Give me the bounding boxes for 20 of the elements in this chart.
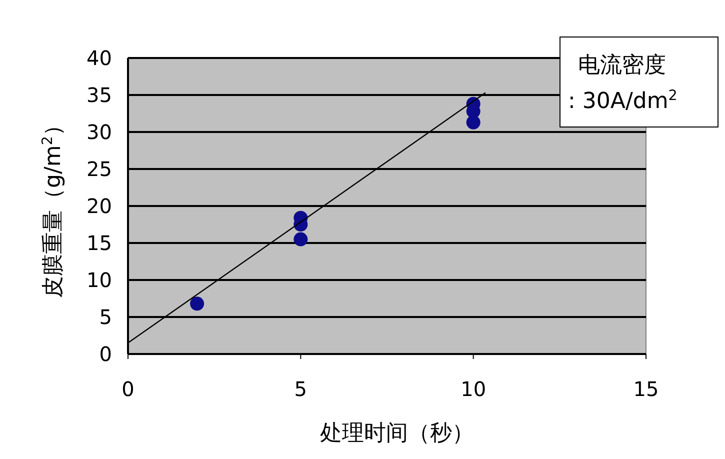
- y-tick-label: 35: [86, 83, 112, 107]
- y-tick-label: 5: [99, 305, 112, 329]
- x-tick-label: 15: [633, 377, 659, 401]
- x-tick-label: 0: [122, 377, 134, 401]
- y-tick-label: 10: [86, 268, 112, 292]
- y-tick-label: 15: [86, 231, 112, 255]
- x-tick-label: 5: [294, 377, 308, 401]
- point: [294, 232, 308, 246]
- note: 电流密度 : 30A/dm$^{2}$: [560, 36, 718, 128]
- y-tick-label: 20: [86, 194, 112, 218]
- x-tick-label: 10: [460, 377, 486, 401]
- annotation: : 30A/dm$^{2}$: [568, 88, 678, 114]
- x-axis-title: 处理时间（秒）: [320, 421, 474, 446]
- point: [466, 115, 480, 130]
- point: [190, 296, 204, 311]
- y-tick-label: 0: [99, 342, 112, 366]
- y-tick-label: 25: [86, 157, 112, 181]
- y-tick-label: 40: [86, 46, 112, 70]
- annotation: 电流密度: [578, 53, 666, 78]
- y-tick-label: 30: [86, 120, 112, 144]
